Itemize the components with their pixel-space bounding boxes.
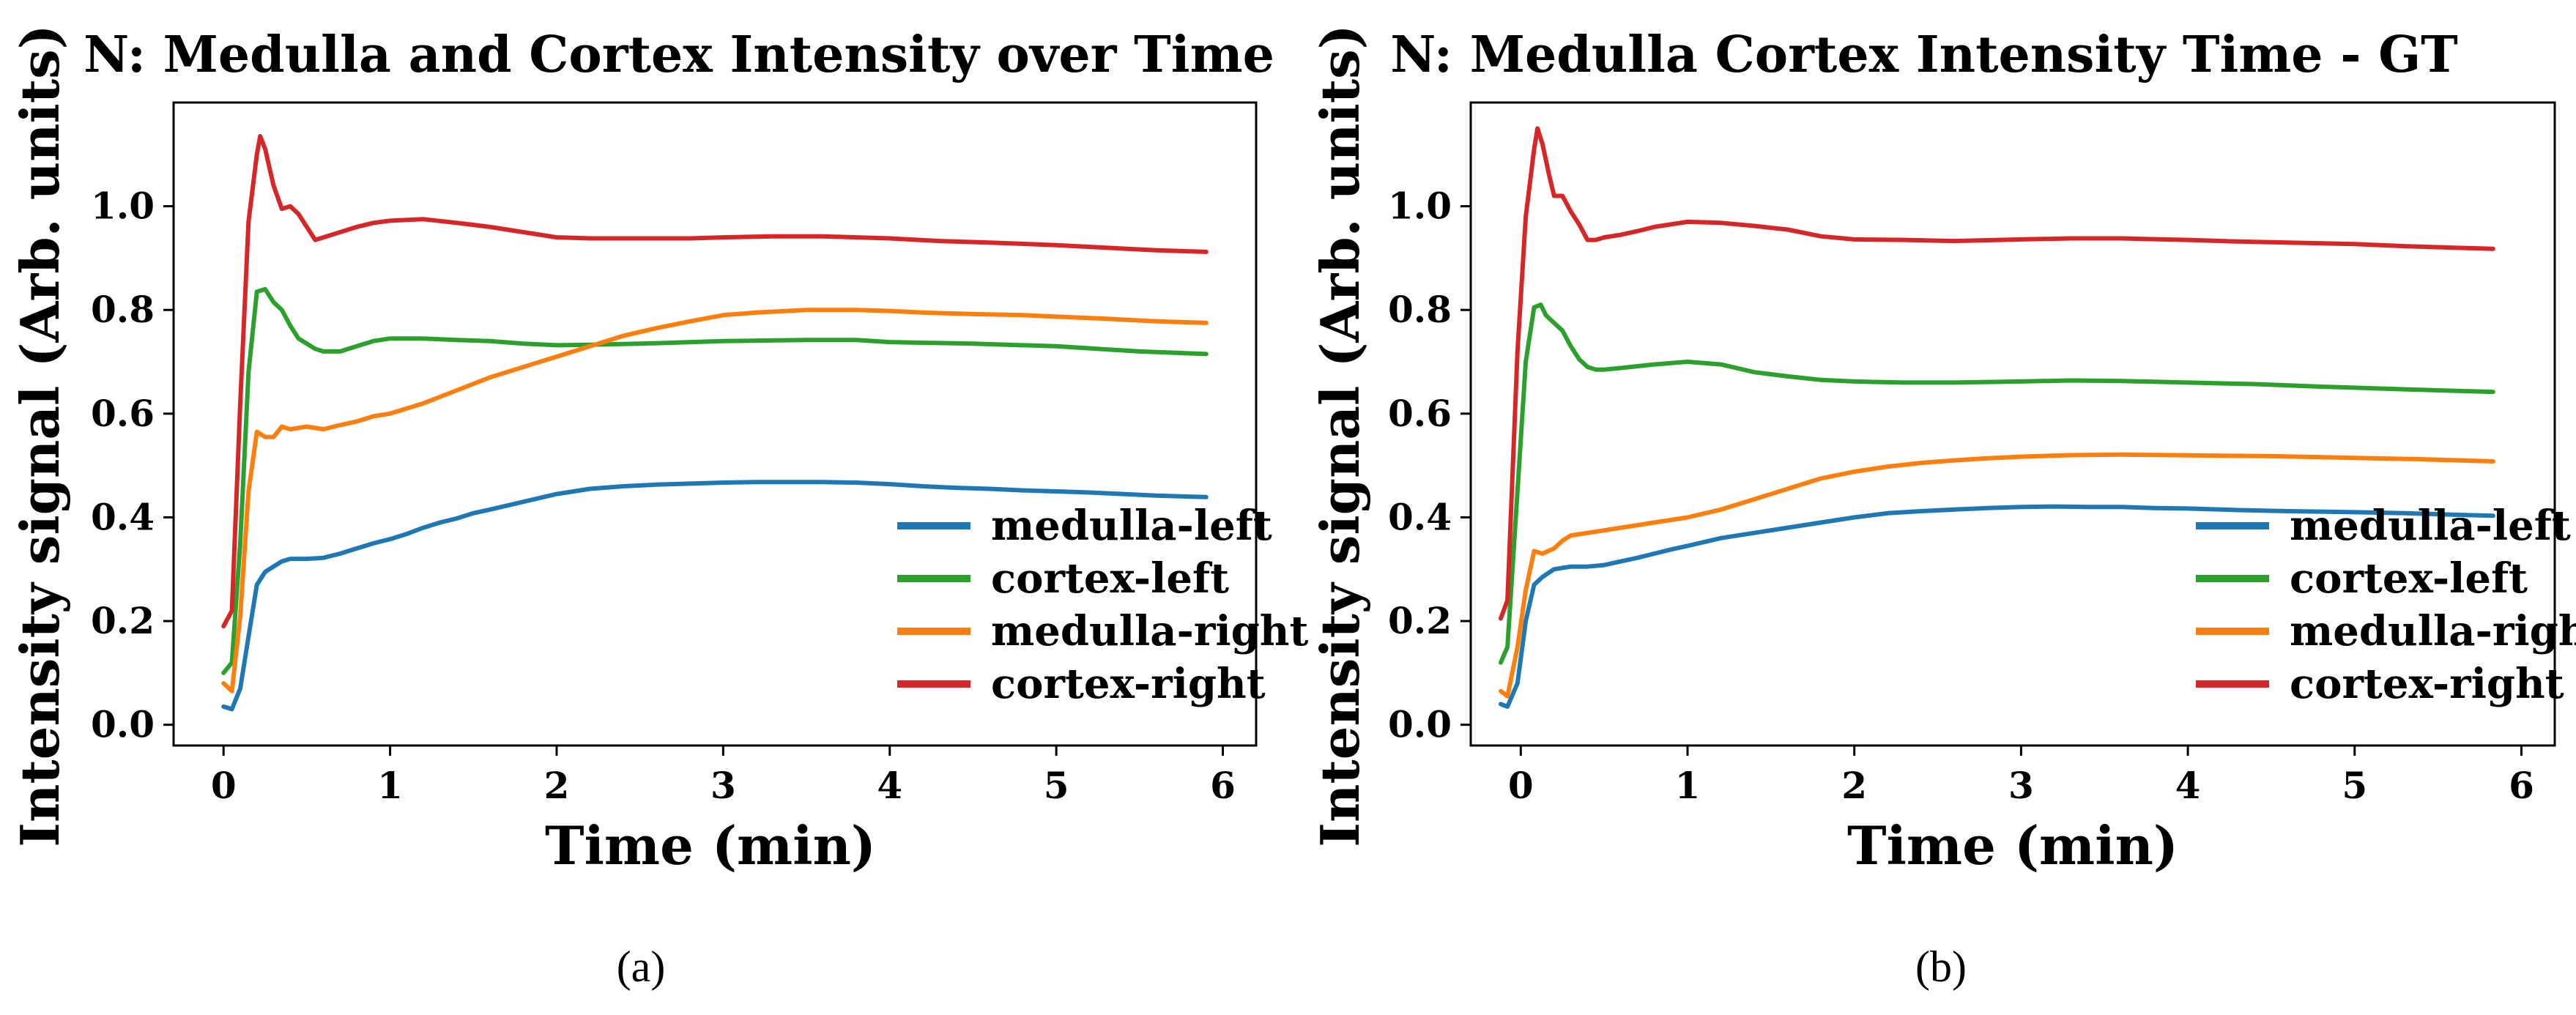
x-tick-label: 4 xyxy=(2175,764,2201,807)
x-tick-label: 5 xyxy=(2342,764,2367,807)
x-tick-label: 5 xyxy=(1044,764,1069,807)
y-tick-label: 0.6 xyxy=(1388,392,1452,435)
y-tick-label: 0.8 xyxy=(1388,288,1452,331)
series-line-cortex-right xyxy=(1499,126,2495,621)
panel-caption: (a) xyxy=(617,943,666,991)
legend-label-medulla-left: medulla-left xyxy=(2290,502,2571,550)
series-line-cortex-right xyxy=(221,134,1209,629)
x-tick-label: 6 xyxy=(1210,764,1236,807)
x-tick-label: 2 xyxy=(1841,764,1867,807)
x-tick-label: 3 xyxy=(2008,764,2034,807)
x-axis-label: Time (min) xyxy=(1847,814,2178,877)
x-tick-label: 1 xyxy=(377,764,403,807)
y-tick-label: 1.0 xyxy=(91,185,155,228)
legend-label-cortex-left: cortex-left xyxy=(2290,554,2528,603)
x-tick-label: 6 xyxy=(2509,764,2534,807)
y-axis-label: Intensity signal (Arb. units) xyxy=(1309,24,1371,847)
plot-frame xyxy=(172,101,1258,747)
y-axis-label: Intensity signal (Arb. units) xyxy=(9,24,71,847)
plot-frame xyxy=(1469,101,2556,747)
y-tick-label: 0.8 xyxy=(91,288,155,331)
x-tick-label: 1 xyxy=(1675,764,1701,807)
x-tick-label: 0 xyxy=(211,764,237,807)
series-line-cortex-left xyxy=(221,286,1209,675)
y-tick-label: 0.4 xyxy=(91,495,155,538)
series-line-cortex-left xyxy=(1499,302,2495,665)
legend-label-cortex-right: cortex-right xyxy=(2290,660,2564,708)
x-axis-label: Time (min) xyxy=(545,814,876,877)
x-tick-label: 2 xyxy=(544,764,570,807)
legend-label-cortex-right: cortex-right xyxy=(991,660,1266,708)
legend-label-medulla-left: medulla-left xyxy=(991,502,1272,550)
y-tick-label: 0.0 xyxy=(91,703,155,746)
series-line-medulla-right xyxy=(221,308,1209,694)
x-tick-label: 4 xyxy=(877,764,902,807)
chart-title: N: Medulla Cortex Intensity Time - GT xyxy=(1390,26,2458,84)
x-tick-label: 0 xyxy=(1508,764,1534,807)
y-tick-label: 0.0 xyxy=(1388,703,1452,746)
legend-label-cortex-left: cortex-left xyxy=(991,554,1229,603)
y-tick-label: 0.6 xyxy=(91,392,155,435)
legend-label-medulla-right: medulla-right xyxy=(991,607,1308,655)
y-tick-label: 0.2 xyxy=(91,599,155,642)
series-line-medulla-left xyxy=(1499,504,2495,709)
chart-title: N: Medulla and Cortex Intensity over Tim… xyxy=(83,26,1274,84)
y-tick-label: 0.4 xyxy=(1388,495,1452,538)
x-tick-label: 3 xyxy=(710,764,736,807)
y-tick-label: 0.2 xyxy=(1388,599,1452,642)
chart-panel-a: N: Medulla and Cortex Intensity over Tim… xyxy=(9,24,1308,991)
legend-label-medulla-right: medulla-right xyxy=(2290,607,2576,655)
y-tick-label: 1.0 xyxy=(1388,185,1452,228)
series-line-medulla-left xyxy=(221,480,1209,712)
panel-caption: (b) xyxy=(1915,943,1967,991)
series-line-medulla-right xyxy=(1499,452,2495,699)
chart-panel-b: N: Medulla Cortex Intensity Time - GT In… xyxy=(1309,24,2576,991)
